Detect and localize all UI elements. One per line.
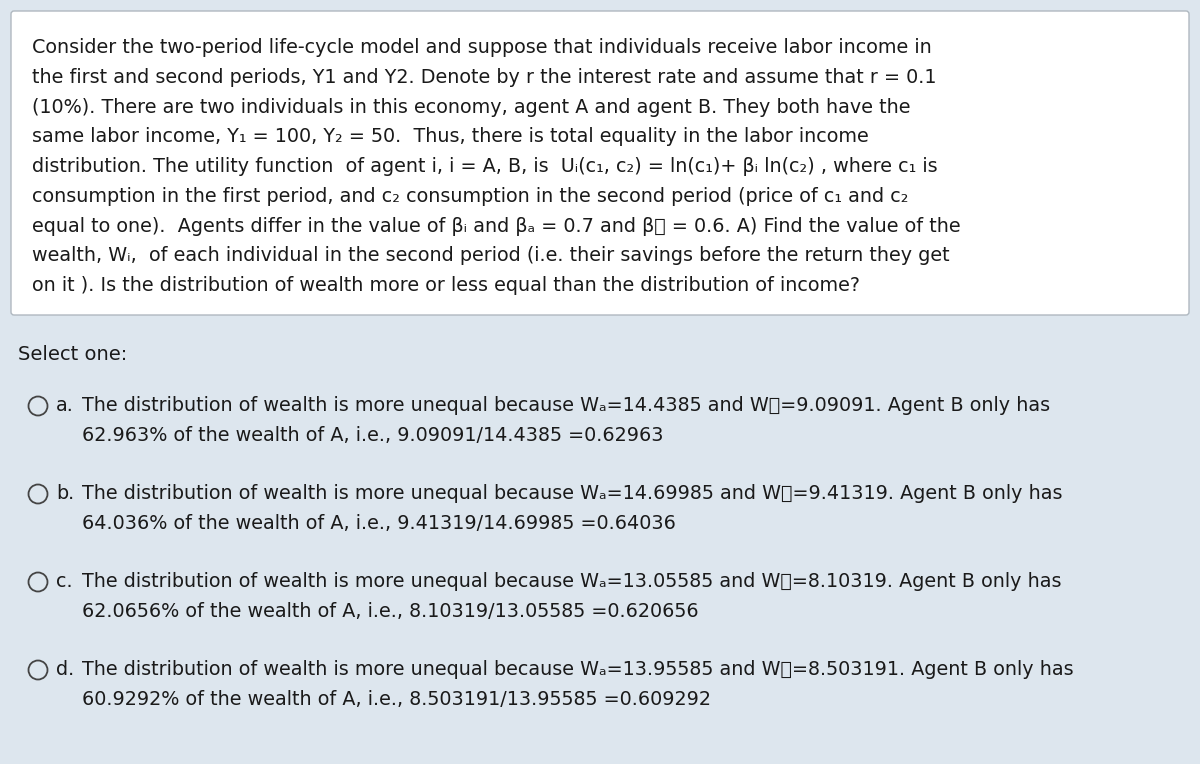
Text: The distribution of wealth is more unequal because Wₐ=13.05585 and W⸬=8.10319. A: The distribution of wealth is more unequ… — [82, 572, 1062, 591]
Text: 62.963% of the wealth of A, i.e., 9.09091/14.4385 =0.62963: 62.963% of the wealth of A, i.e., 9.0909… — [82, 426, 664, 445]
Text: consumption in the first period, and c₂ consumption in the second period (price : consumption in the first period, and c₂ … — [32, 187, 908, 206]
Text: 62.0656% of the wealth of A, i.e., 8.10319/13.05585 =0.620656: 62.0656% of the wealth of A, i.e., 8.103… — [82, 602, 698, 621]
Text: equal to one).  Agents differ in the value of βᵢ and βₐ = 0.7 and β⸬ = 0.6. A) F: equal to one). Agents differ in the valu… — [32, 217, 961, 235]
Text: a.: a. — [56, 396, 74, 415]
Text: The distribution of wealth is more unequal because Wₐ=13.95585 and W⸬=8.503191. : The distribution of wealth is more unequ… — [82, 660, 1074, 679]
Text: Select one:: Select one: — [18, 345, 127, 364]
Text: wealth, Wᵢ,  of each individual in the second period (i.e. their savings before : wealth, Wᵢ, of each individual in the se… — [32, 247, 949, 265]
Text: The distribution of wealth is more unequal because Wₐ=14.69985 and W⸬=9.41319. A: The distribution of wealth is more unequ… — [82, 484, 1062, 503]
Text: 64.036% of the wealth of A, i.e., 9.41319/14.69985 =0.64036: 64.036% of the wealth of A, i.e., 9.4131… — [82, 514, 676, 533]
Text: d.: d. — [56, 660, 74, 679]
Text: same labor income, Y₁ = 100, Y₂ = 50.  Thus, there is total equality in the labo: same labor income, Y₁ = 100, Y₂ = 50. Th… — [32, 128, 869, 147]
Text: (10%). There are two individuals in this economy, agent A and agent B. They both: (10%). There are two individuals in this… — [32, 98, 911, 117]
Text: the first and second periods, Y1 and Y2. Denote by r the interest rate and assum: the first and second periods, Y1 and Y2.… — [32, 68, 936, 87]
Text: The distribution of wealth is more unequal because Wₐ=14.4385 and W⸬=9.09091. Ag: The distribution of wealth is more unequ… — [82, 396, 1050, 415]
Text: 60.9292% of the wealth of A, i.e., 8.503191/13.95585 =0.609292: 60.9292% of the wealth of A, i.e., 8.503… — [82, 690, 710, 709]
Text: Consider the two-period life-cycle model and suppose that individuals receive la: Consider the two-period life-cycle model… — [32, 38, 931, 57]
FancyBboxPatch shape — [11, 11, 1189, 315]
Text: on it ). Is the distribution of wealth more or less equal than the distribution : on it ). Is the distribution of wealth m… — [32, 277, 860, 295]
Text: distribution. The utility function  of agent i, i = A, B, is  Uᵢ(c₁, c₂) = ln(c₁: distribution. The utility function of ag… — [32, 157, 937, 176]
Text: b.: b. — [56, 484, 74, 503]
Text: c.: c. — [56, 572, 73, 591]
